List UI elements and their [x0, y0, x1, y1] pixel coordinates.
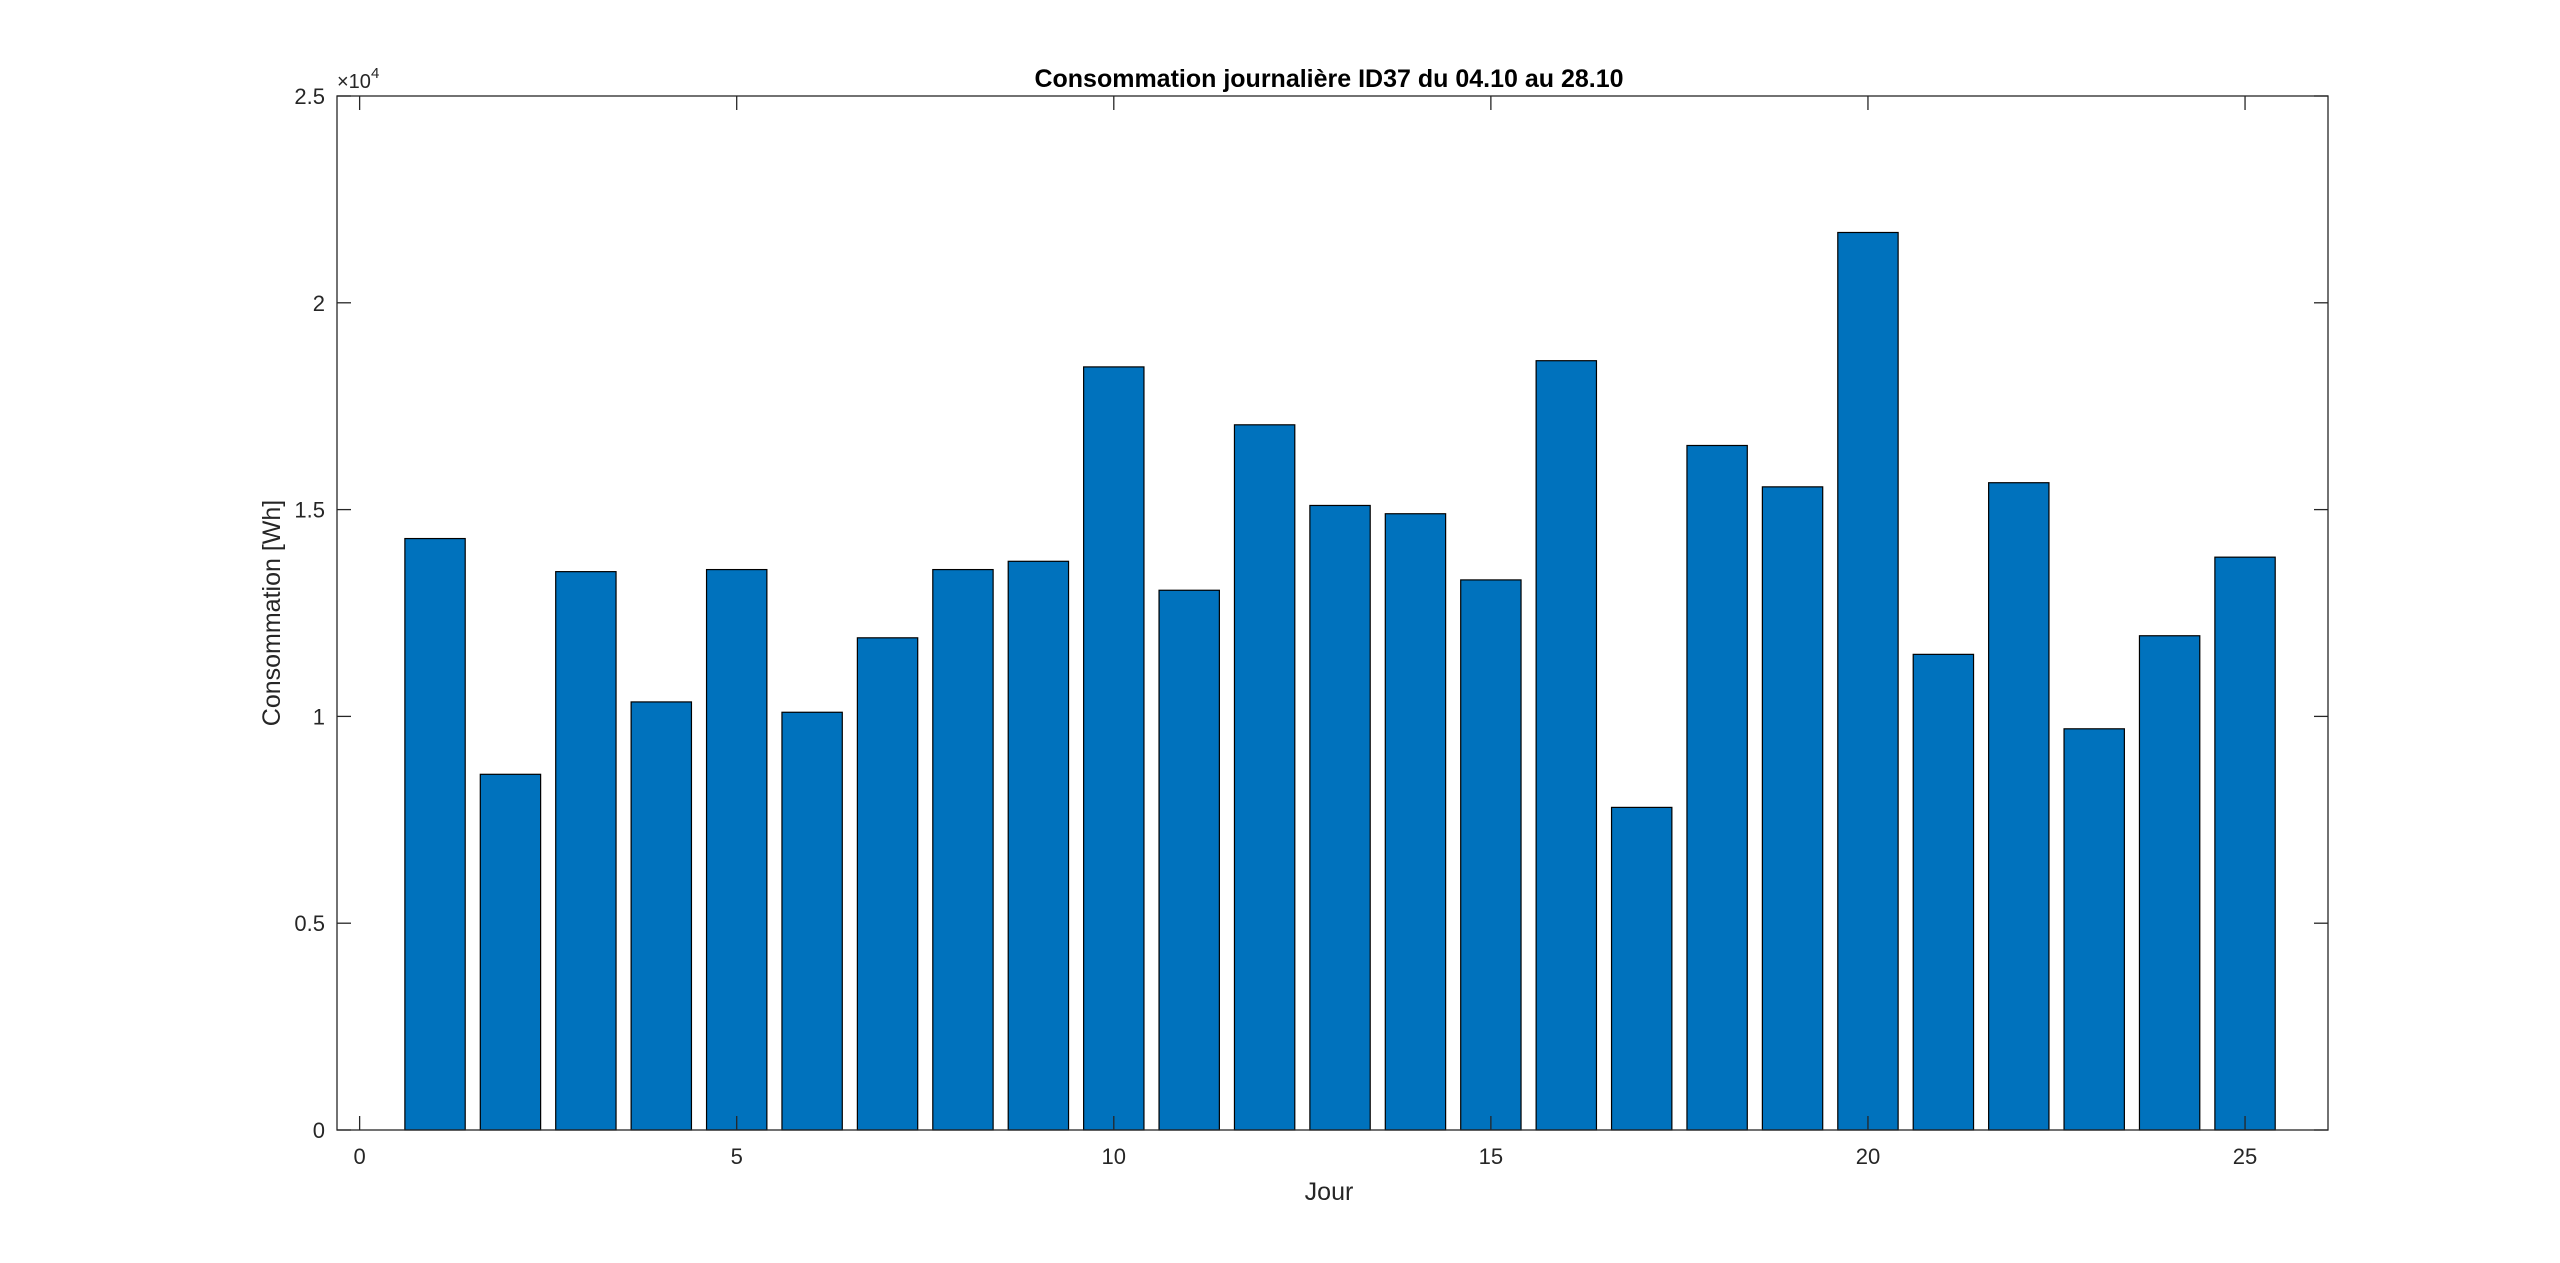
ticks-group: 0 5 10 15 20 25 0 0.5 1 1.5 2 2.5: [294, 84, 2328, 1169]
y-tick-label: 0.5: [294, 911, 325, 936]
chart-title: Consommation journalière ID37 du 04.10 a…: [1034, 65, 1623, 93]
axes-group: [336, 95, 2329, 1131]
bar-day-4: [630, 701, 693, 1131]
bar-day-7: [856, 637, 919, 1131]
bar-day-25: [2214, 556, 2276, 1131]
x-tick-label: 25: [2233, 1144, 2257, 1169]
x-tick-label: 20: [1856, 1144, 1880, 1169]
bar-day-15: [1460, 579, 1522, 1131]
x-axis-label: Jour: [1305, 1178, 1354, 1206]
bar-day-1: [404, 537, 466, 1131]
y-tick-label: 1: [313, 704, 325, 729]
bar-day-24: [2138, 635, 2201, 1131]
bar-day-3: [555, 571, 617, 1131]
bar-day-6: [781, 711, 843, 1131]
x-tick-label: 10: [1102, 1144, 1126, 1169]
y-tick-label: 2.5: [294, 84, 325, 109]
x-tick-label: 5: [731, 1144, 743, 1169]
bar-day-14: [1384, 513, 1447, 1131]
y-exponent-label: ×104: [337, 65, 379, 93]
bar-day-19: [1761, 486, 1824, 1131]
x-tick-label: 0: [354, 1144, 366, 1169]
bar-day-10: [1083, 366, 1145, 1131]
bar-day-22: [1988, 482, 2050, 1131]
axes-box: [336, 95, 2329, 1131]
x-tick-label: 15: [1479, 1144, 1503, 1169]
bar-day-5: [705, 568, 768, 1131]
bar-day-17: [1610, 806, 1673, 1131]
bar-day-11: [1158, 589, 1220, 1131]
y-tick-label: 1.5: [294, 498, 325, 523]
bar-day-20: [1837, 231, 1899, 1131]
bar-day-18: [1686, 444, 1748, 1131]
bar-day-9: [1007, 560, 1070, 1131]
y-tick-label: 0: [313, 1118, 325, 1143]
bar-day-13: [1309, 504, 1371, 1131]
y-axis-label: Consommation [Wh]: [258, 500, 286, 726]
bar-day-23: [2063, 728, 2125, 1131]
bar-day-12: [1233, 424, 1296, 1131]
bar-day-2: [479, 773, 542, 1131]
bars-group: [404, 231, 2276, 1131]
bar-day-21: [1912, 653, 1975, 1131]
y-tick-label: 2: [313, 291, 325, 316]
bar-day-16: [1535, 360, 1598, 1131]
bar-day-8: [932, 568, 994, 1131]
